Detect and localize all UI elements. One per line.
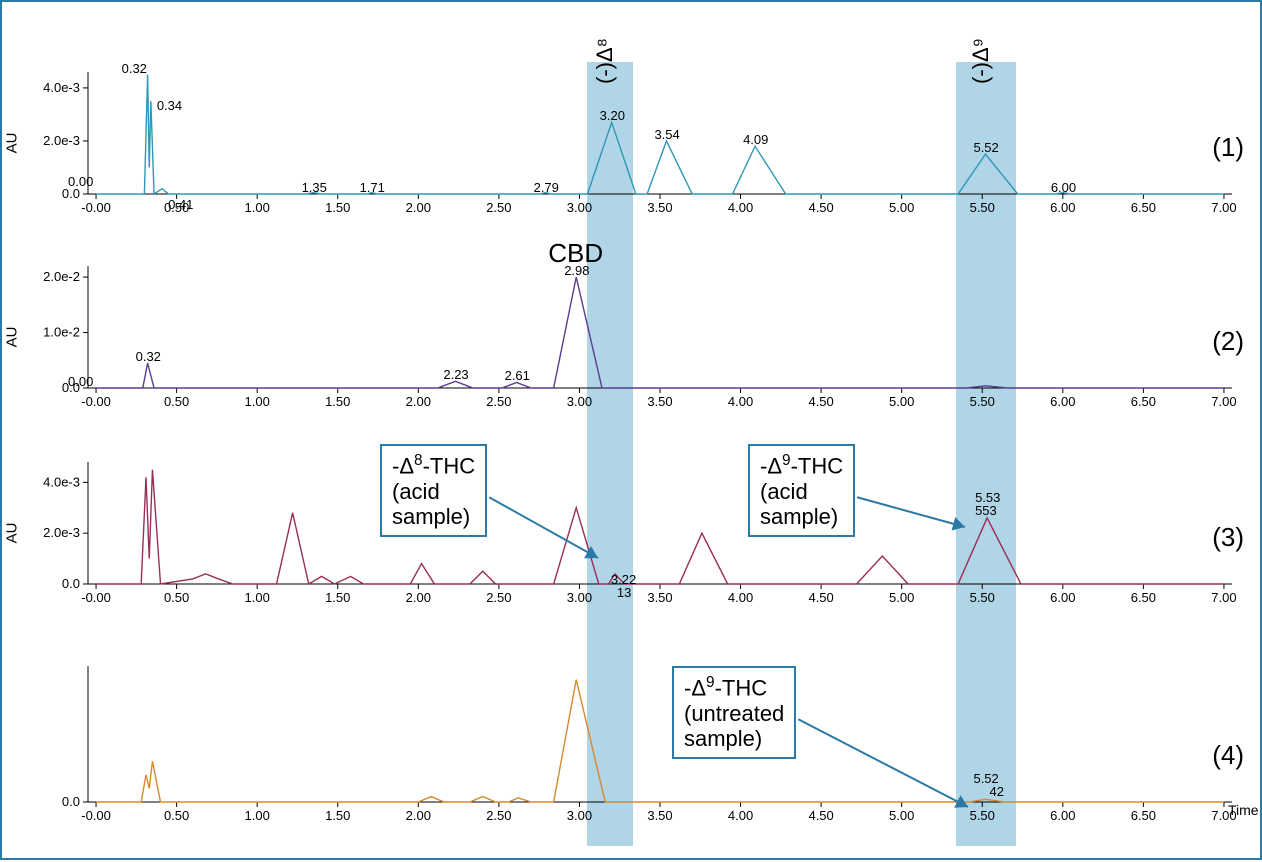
svg-text:2.0e-3: 2.0e-3 bbox=[43, 133, 80, 148]
svg-text:1.00: 1.00 bbox=[245, 200, 270, 215]
svg-text:-0.00: -0.00 bbox=[81, 200, 111, 215]
svg-text:6.50: 6.50 bbox=[1131, 808, 1156, 823]
svg-text:3.50: 3.50 bbox=[647, 808, 672, 823]
svg-text:-0.00: -0.00 bbox=[81, 590, 111, 605]
svg-text:2.00: 2.00 bbox=[406, 394, 431, 409]
svg-text:3.50: 3.50 bbox=[647, 394, 672, 409]
chart-frame: (-)Δ⁸(-)Δ⁹0.02.0e-34.0e-3-0.000.501.001.… bbox=[0, 0, 1262, 860]
svg-text:4.00: 4.00 bbox=[728, 200, 753, 215]
svg-text:5.00: 5.00 bbox=[889, 590, 914, 605]
svg-text:0.50: 0.50 bbox=[164, 394, 189, 409]
svg-text:6.00: 6.00 bbox=[1050, 200, 1075, 215]
x-axis-label: Time bbox=[1228, 802, 1259, 818]
panel-index-2: (2) bbox=[1212, 326, 1244, 357]
callout-d9-acid: -Δ9-THC(acidsample) bbox=[748, 444, 855, 537]
svg-text:3.00: 3.00 bbox=[567, 590, 592, 605]
svg-text:-0.00: -0.00 bbox=[81, 394, 111, 409]
chromatogram-1: 0.0 2.0e-3 4.0e-3 -0.00 0.50 1.00 1.50 2.00 2.50… bbox=[34, 68, 1246, 218]
svg-text:4.00: 4.00 bbox=[728, 394, 753, 409]
svg-text:4.50: 4.50 bbox=[808, 394, 833, 409]
cbd-label: CBD bbox=[548, 238, 603, 269]
svg-text:5.00: 5.00 bbox=[889, 200, 914, 215]
chromatogram-2: 0.0 1.0e-2 2.0e-2 -0.00 0.50 1.00 1.50 2.00 2.50… bbox=[34, 262, 1246, 412]
svg-text:2.00: 2.00 bbox=[406, 590, 431, 605]
panel-3: 0.0 2.0e-3 4.0e-3 -0.00 0.50 1.00 1.50 2.00 2.50… bbox=[34, 458, 1242, 608]
svg-text:1.50: 1.50 bbox=[325, 590, 350, 605]
svg-text:5.50: 5.50 bbox=[970, 394, 995, 409]
svg-text:4.0e-3: 4.0e-3 bbox=[43, 80, 80, 95]
svg-text:2.00: 2.00 bbox=[406, 200, 431, 215]
svg-text:1.50: 1.50 bbox=[325, 808, 350, 823]
svg-text:1.50: 1.50 bbox=[325, 200, 350, 215]
chromatogram-3: 0.0 2.0e-3 4.0e-3 -0.00 0.50 1.00 1.50 2.00 2.50… bbox=[34, 458, 1246, 608]
svg-text:3.50: 3.50 bbox=[647, 590, 672, 605]
svg-text:1.50: 1.50 bbox=[325, 394, 350, 409]
svg-text:2.0e-2: 2.0e-2 bbox=[43, 269, 80, 284]
svg-text:1.00: 1.00 bbox=[245, 590, 270, 605]
svg-text:4.00: 4.00 bbox=[728, 808, 753, 823]
svg-text:6.50: 6.50 bbox=[1131, 394, 1156, 409]
svg-text:2.00: 2.00 bbox=[406, 808, 431, 823]
svg-text:3.00: 3.00 bbox=[567, 394, 592, 409]
panel-index-4: (4) bbox=[1212, 740, 1244, 771]
svg-text:1.0e-2: 1.0e-2 bbox=[43, 325, 80, 340]
svg-text:5.50: 5.50 bbox=[970, 200, 995, 215]
svg-text:2.50: 2.50 bbox=[486, 394, 511, 409]
callout-d9-untreated: -Δ9-THC(untreatedsample) bbox=[672, 666, 796, 759]
panel-1: 0.0 2.0e-3 4.0e-3 -0.00 0.50 1.00 1.50 2.00 2.50… bbox=[34, 68, 1242, 218]
panel-index-1: (1) bbox=[1212, 132, 1244, 163]
svg-text:3.50: 3.50 bbox=[647, 200, 672, 215]
svg-text:4.0e-3: 4.0e-3 bbox=[43, 474, 80, 489]
svg-text:0.50: 0.50 bbox=[164, 200, 189, 215]
svg-text:3.00: 3.00 bbox=[567, 200, 592, 215]
svg-text:2.50: 2.50 bbox=[486, 808, 511, 823]
svg-text:6.00: 6.00 bbox=[1050, 590, 1075, 605]
svg-text:4.50: 4.50 bbox=[808, 590, 833, 605]
svg-text:7.00: 7.00 bbox=[1211, 590, 1236, 605]
svg-text:0.0: 0.0 bbox=[62, 186, 80, 201]
ylabel-3: AU bbox=[4, 523, 21, 544]
svg-text:4.50: 4.50 bbox=[808, 808, 833, 823]
svg-text:7.00: 7.00 bbox=[1211, 200, 1236, 215]
panel-4: 0.0-0.00 0.50 1.00 1.50 2.00 2.50 3.00 3.50 4.00… bbox=[34, 662, 1242, 826]
svg-text:5.00: 5.00 bbox=[889, 808, 914, 823]
svg-text:6.50: 6.50 bbox=[1131, 590, 1156, 605]
panel-index-3: (3) bbox=[1212, 522, 1244, 553]
panel-2: 0.0 1.0e-2 2.0e-2 -0.00 0.50 1.00 1.50 2.00 2.50… bbox=[34, 262, 1242, 412]
svg-text:2.0e-3: 2.0e-3 bbox=[43, 525, 80, 540]
svg-text:2.50: 2.50 bbox=[486, 200, 511, 215]
svg-text:7.00: 7.00 bbox=[1211, 394, 1236, 409]
svg-text:0.50: 0.50 bbox=[164, 808, 189, 823]
svg-text:6.50: 6.50 bbox=[1131, 200, 1156, 215]
svg-text:1.00: 1.00 bbox=[245, 808, 270, 823]
svg-text:6.00: 6.00 bbox=[1050, 808, 1075, 823]
svg-text:0.0: 0.0 bbox=[62, 794, 80, 809]
svg-text:5.50: 5.50 bbox=[970, 590, 995, 605]
svg-text:5.00: 5.00 bbox=[889, 394, 914, 409]
svg-text:1.00: 1.00 bbox=[245, 394, 270, 409]
callout-d8-acid: -Δ8-THC(acidsample) bbox=[380, 444, 487, 537]
svg-text:4.50: 4.50 bbox=[808, 200, 833, 215]
ylabel-1: AU bbox=[4, 133, 21, 154]
ylabel-2: AU bbox=[4, 327, 21, 348]
svg-text:2.50: 2.50 bbox=[486, 590, 511, 605]
svg-text:0.50: 0.50 bbox=[164, 590, 189, 605]
chromatogram-4: 0.0-0.00 0.50 1.00 1.50 2.00 2.50 3.00 3.50 4.00… bbox=[34, 662, 1246, 826]
svg-text:0.0: 0.0 bbox=[62, 576, 80, 591]
svg-text:-0.00: -0.00 bbox=[81, 808, 111, 823]
svg-text:3.00: 3.00 bbox=[567, 808, 592, 823]
svg-text:5.50: 5.50 bbox=[970, 808, 995, 823]
svg-text:6.00: 6.00 bbox=[1050, 394, 1075, 409]
svg-text:4.00: 4.00 bbox=[728, 590, 753, 605]
svg-text:0.0: 0.0 bbox=[62, 380, 80, 395]
